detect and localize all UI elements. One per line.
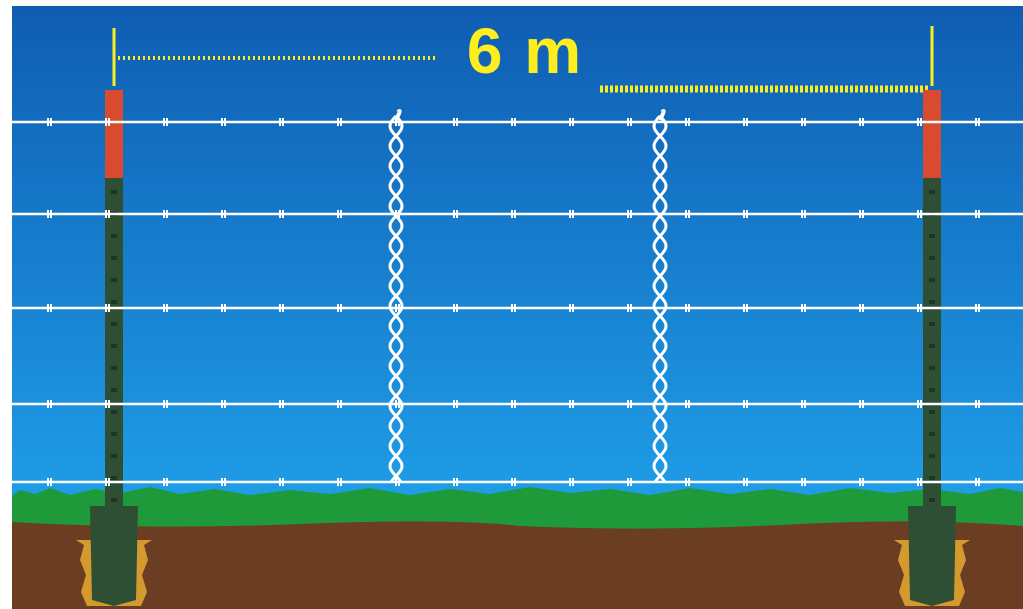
dropper-strand: [388, 114, 404, 483]
post-cap: [105, 90, 123, 178]
dropper-hook: [394, 109, 402, 121]
post-shaft: [105, 90, 123, 530]
post-notch: [929, 410, 935, 414]
barbed-wire-2: [12, 210, 1023, 218]
barbed-wire-4: [12, 400, 1023, 408]
post-notch: [111, 344, 117, 348]
fence-post-2: [894, 90, 970, 606]
post-notch: [929, 366, 935, 370]
post-notch: [929, 498, 935, 502]
post-anchor-plate: [90, 506, 138, 606]
post-notch: [929, 388, 935, 392]
post-cap: [923, 90, 941, 178]
post-notch: [111, 410, 117, 414]
post-notch: [111, 498, 117, 502]
post-notch: [111, 432, 117, 436]
post-notch: [929, 278, 935, 282]
post-anchor-plate: [908, 506, 956, 606]
barbed-wire-3: [12, 304, 1023, 312]
post-notch: [929, 256, 935, 260]
post-notch: [929, 300, 935, 304]
post-notch: [111, 256, 117, 260]
post-notch: [111, 300, 117, 304]
post-notch: [111, 366, 117, 370]
fence-post-1: [76, 90, 152, 606]
dimension-line-right: [600, 26, 934, 93]
post-notch: [929, 322, 935, 326]
wire-dropper-1: [388, 109, 404, 483]
dimension-line-left: [112, 28, 438, 86]
post-notch: [929, 344, 935, 348]
post-notch: [929, 190, 935, 194]
post-notch: [111, 278, 117, 282]
post-shaft: [923, 90, 941, 530]
post-notch: [111, 454, 117, 458]
wire-dropper-2: [652, 109, 668, 483]
post-notch: [929, 454, 935, 458]
spacing-label: 6 m: [466, 15, 584, 87]
post-notch: [111, 476, 117, 480]
post-notch: [929, 476, 935, 480]
post-notch: [111, 322, 117, 326]
post-notch: [929, 432, 935, 436]
dropper-hook: [658, 109, 666, 121]
sky-background: [12, 6, 1023, 506]
post-notch: [111, 388, 117, 392]
dropper-strand: [652, 114, 668, 483]
post-notch: [111, 234, 117, 238]
post-notch: [111, 190, 117, 194]
post-notch: [929, 234, 935, 238]
soil-ground: [12, 521, 1023, 609]
grass-strip: [12, 487, 1023, 530]
barbed-wire-5: [12, 478, 1023, 486]
